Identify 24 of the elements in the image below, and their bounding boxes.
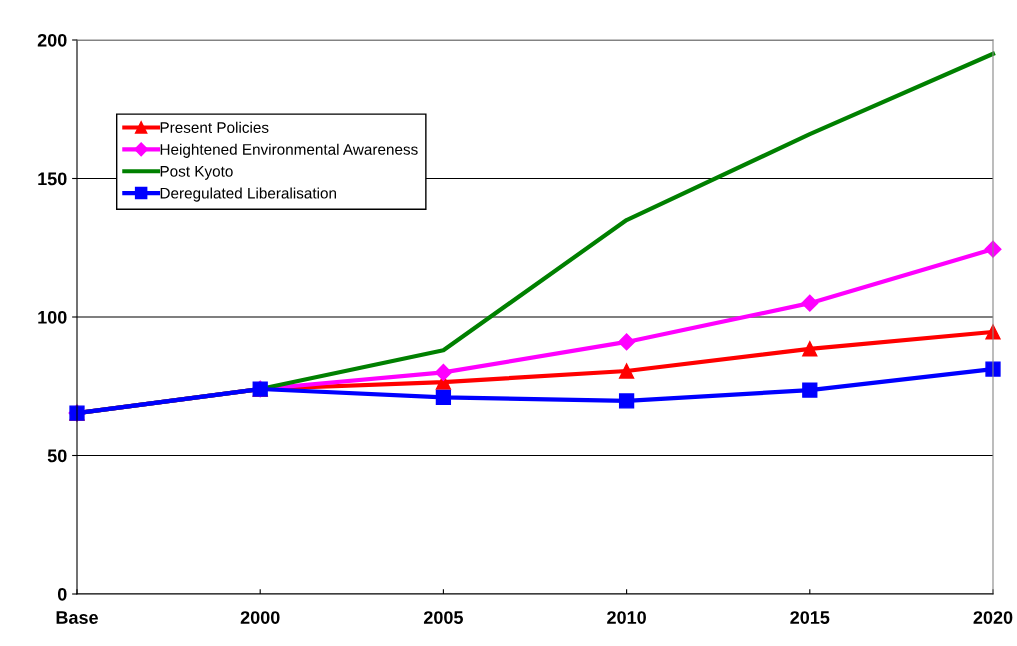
x-tick-label: 2015 [790,611,830,624]
point [985,361,1001,377]
y-tick-label: 50 [47,449,67,463]
point [618,333,636,351]
legend-label: Heightened Environmental Awareness [160,143,418,158]
legend-label: Post Kyoto [160,166,233,180]
x-tick-label: 2020 [973,611,1013,624]
y-tick-label: 200 [37,33,67,47]
legend-label: Deregulated Liberalisation [160,187,336,202]
point [435,389,452,405]
x-tick-label: 2010 [607,611,646,624]
point [618,363,635,379]
y-tick-label: 0 [57,587,67,601]
y-tick-label: 100 [38,310,67,324]
point [802,341,818,357]
x-tick-label: Base [56,611,98,624]
point [802,382,818,398]
legend-label: Present Policies [160,121,269,133]
point [618,393,635,409]
x-tick-label: 2000 [240,611,280,624]
y-tick-label: 150 [38,172,67,186]
x-tick-label: 2005 [423,611,463,624]
point [801,294,819,312]
point [434,363,452,381]
